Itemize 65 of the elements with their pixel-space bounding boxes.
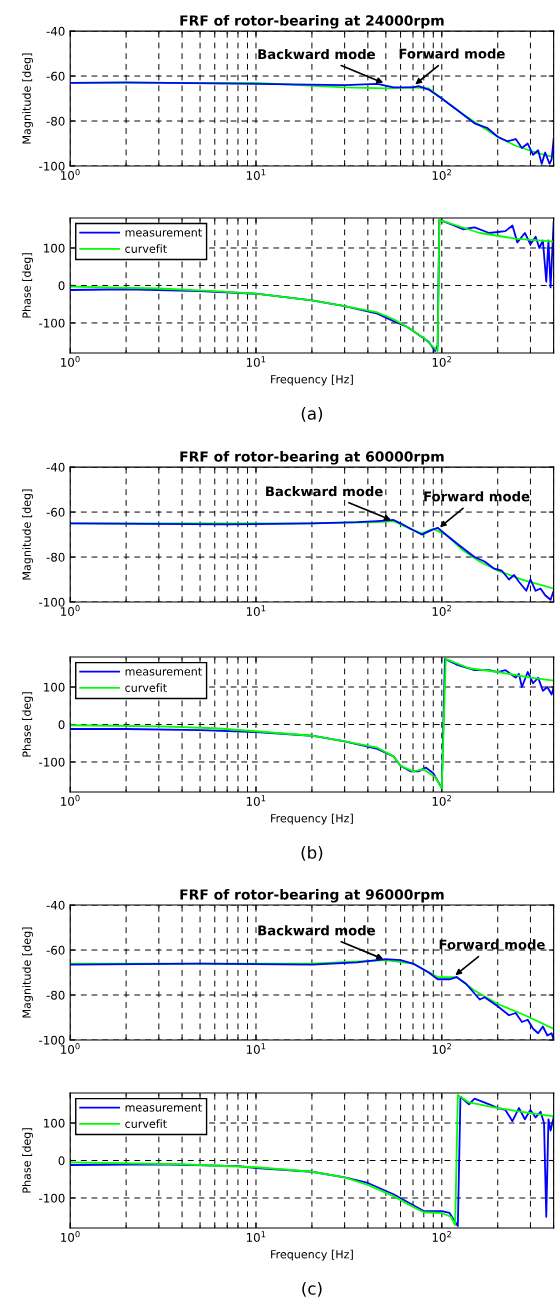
x-tick-label: 10$^{2}$ [432,1043,451,1054]
annotation: Backward mode [258,925,375,936]
y-tick-label: 100 [44,243,65,253]
annotation: Forward mode [424,491,530,502]
x-tick-label: 10$^{1}$ [246,1231,266,1242]
y-axis-title: Phase [deg] [22,253,33,318]
x-tick-label: 10$^{2}$ [432,605,451,616]
y-tick-label: -60 [46,945,65,955]
x-tick-label: 10$^{1}$ [246,605,266,616]
y-tick-label: -100 [39,757,65,767]
y-tick-label: 0 [58,720,65,730]
legend-label: curvefit [125,244,167,253]
x-tick-label: 10$^{2}$ [432,169,451,180]
x-tick-label: 10$^{1}$ [246,1043,266,1054]
legend-label: measurement [125,1103,202,1112]
x-tick-label: 10$^{2}$ [432,1231,451,1242]
legend-label: curvefit [125,683,167,692]
x-axis-title: Frequency [Hz] [271,374,353,386]
legend-label: measurement [125,667,202,676]
y-tick-label: -40 [46,26,65,36]
x-tick-label: 10$^{0}$ [61,605,80,616]
legend-label: curvefit [125,1119,167,1128]
y-tick-label: -80 [46,116,65,126]
text: (a) [301,406,323,422]
x-tick-label: 10$^{1}$ [246,356,266,367]
y-tick-label: -80 [46,552,65,562]
y-tick-label: 100 [44,682,65,692]
text: (c) [302,1281,322,1297]
y-tick-label: -40 [46,462,65,472]
x-tick-label: 10$^{2}$ [432,795,451,806]
y-tick-label: -100 [39,318,65,328]
annotation: Forward mode [399,48,505,59]
y-tick-label: -100 [39,161,65,171]
y-tick-label: 0 [58,1156,65,1166]
y-tick-label: -80 [46,990,65,1000]
x-tick-label: 10$^{0}$ [61,356,80,367]
y-tick-label: -60 [46,71,65,81]
annotation: Forward mode [439,939,545,950]
x-tick-label: 10$^{0}$ [61,1231,80,1242]
y-tick-label: -60 [46,507,65,517]
chart-title: FRF of rotor-bearing at 96000rpm [180,888,444,903]
x-tick-label: 10$^{0}$ [61,1043,80,1054]
annotation: Backward mode [258,48,375,60]
y-axis-title: Phase [deg] [22,692,33,757]
x-tick-label: 10$^{2}$ [432,356,451,367]
y-axis-title: Phase [deg] [22,1128,33,1193]
y-axis-title: Magnitude [deg] [22,489,33,580]
x-tick-label: 10$^{1}$ [246,795,266,806]
legend-label: measurement [125,228,202,237]
x-tick-label: 10$^{1}$ [246,169,266,180]
y-axis-title: Magnitude [deg] [22,53,33,144]
x-axis-title: Frequency [Hz] [271,813,353,825]
y-tick-label: -100 [39,1035,65,1045]
x-tick-label: 10$^{0}$ [61,795,80,806]
chart-title: FRF of rotor-bearing at 24000rpm [180,14,444,29]
y-tick-label: 100 [44,1118,65,1128]
x-axis-title: Frequency [Hz] [271,1249,353,1261]
x-tick-label: 10$^{0}$ [61,169,80,180]
y-tick-label: -100 [39,1193,65,1203]
y-tick-label: -40 [46,900,65,910]
y-axis-title: Magnitude [deg] [22,927,33,1018]
text: (b) [301,845,323,861]
y-tick-label: -100 [39,597,65,607]
y-tick-label: 0 [58,281,65,291]
chart-title: FRF of rotor-bearing at 60000rpm [180,450,444,465]
